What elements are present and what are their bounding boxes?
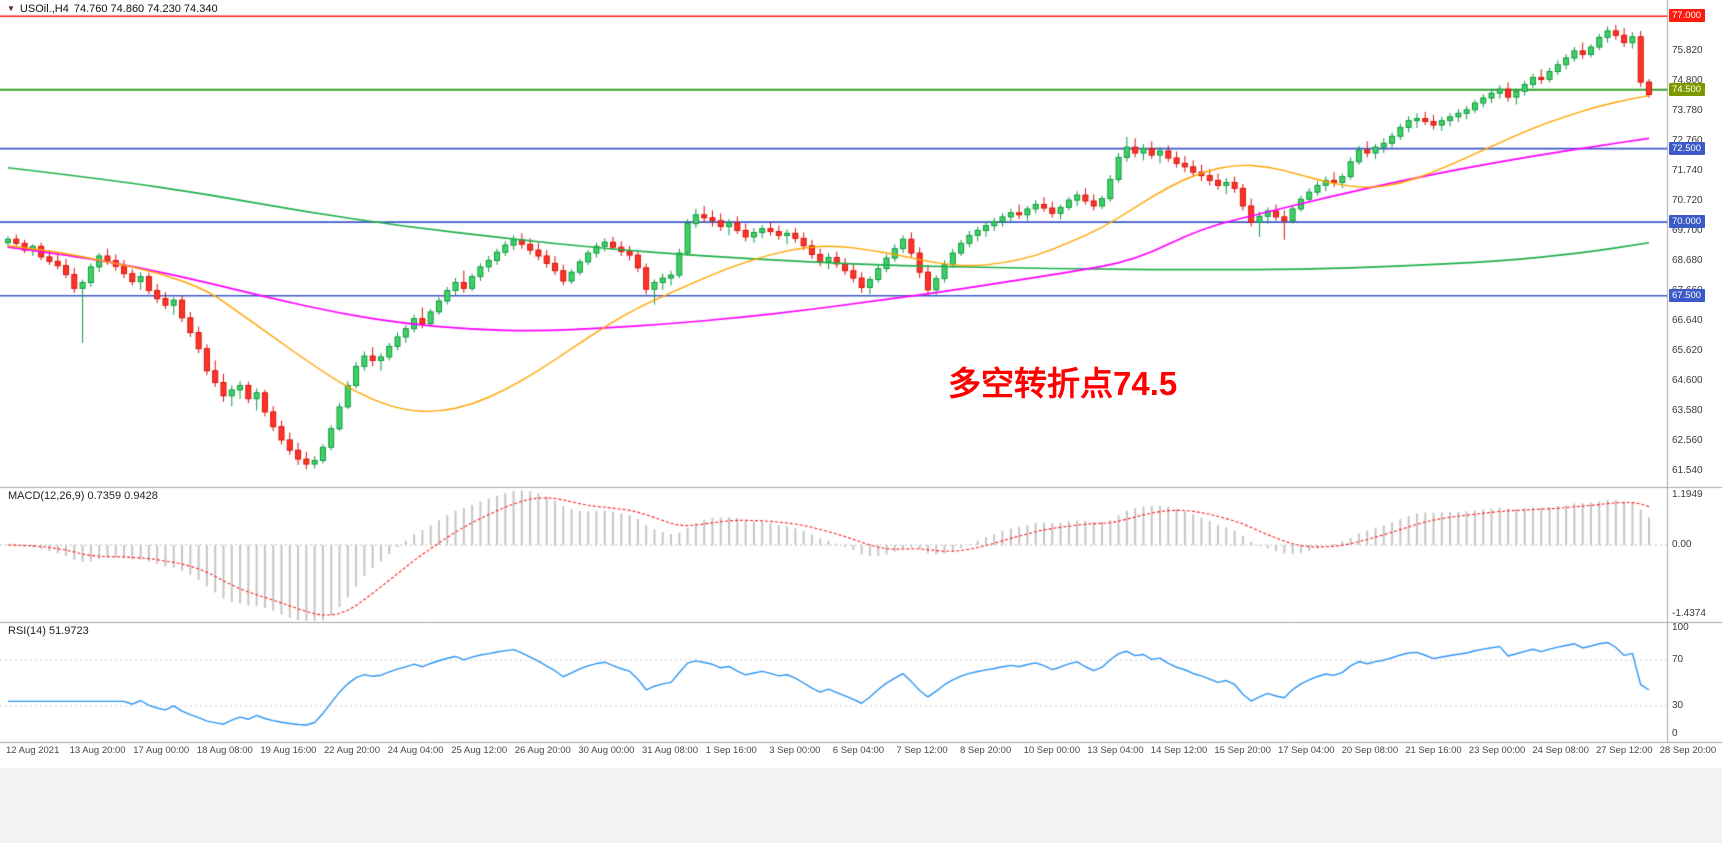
price-tick-label: 75.820 xyxy=(1672,44,1703,56)
time-axis-label: 31 Aug 08:00 xyxy=(642,745,698,756)
annotation-text-object[interactable]: 多空转折点74.5 xyxy=(948,365,1178,402)
price-tick-label: 71.740 xyxy=(1672,164,1703,176)
time-axis-label: 13 Sep 04:00 xyxy=(1087,745,1144,756)
price-tick-label: 69.700 xyxy=(1672,224,1703,236)
ohlc-values: 74.760 74.860 74.230 74.340 xyxy=(73,3,218,15)
time-axis-label: 20 Sep 08:00 xyxy=(1341,745,1399,756)
time-axis-label: 1 Sep 16:00 xyxy=(705,745,757,756)
time-axis-label: 13 Aug 20:00 xyxy=(69,745,126,756)
price-level-badge: 77.000 xyxy=(1669,9,1706,23)
time-axis[interactable]: 12 Aug 2021 13 Aug 20:00 17 Aug 00:00 18 Au… xyxy=(0,745,1722,765)
rsi-axis-label: 100 xyxy=(1672,622,1689,633)
rsi-axis-label: 30 xyxy=(1672,699,1684,711)
time-axis-label: 6 Sep 04:00 xyxy=(832,745,885,756)
price-tick-label: 72.760 xyxy=(1672,134,1703,146)
time-axis-label: 22 Aug 20:00 xyxy=(324,745,380,756)
rsi-axis-label: 0 xyxy=(1672,728,1678,739)
price-level-badge: 67.500 xyxy=(1669,288,1706,302)
macd-label-text: MACD(12,26,9) 0.7359 0.9428 xyxy=(8,490,158,502)
macd-axis[interactable]: 1.1949 0.00 -1.4374 xyxy=(1669,487,1721,622)
time-axis-label: 23 Sep 00:00 xyxy=(1468,745,1526,756)
macd-axis-label: 0.00 xyxy=(1672,539,1692,550)
macd-indicator-label: MACD(12,26,9) 0.7359 0.9428 xyxy=(8,490,158,502)
time-axis-label: 7 Sep 12:00 xyxy=(896,745,948,756)
price-level-badge: 74.500 xyxy=(1669,82,1706,96)
chart-title: ▼ USOil.,H4 74.760 74.860 74.230 74.340 xyxy=(7,3,218,15)
price-axis[interactable]: 75.820 74.800 73.780 72.760 71.740 70.720 69.7… xyxy=(1669,0,1721,487)
macd-axis-label: 1.1949 xyxy=(1672,489,1703,500)
time-axis-label: 28 Sep 20:00 xyxy=(1659,745,1717,756)
price-tick-label: 74.800 xyxy=(1672,74,1703,86)
time-axis-label: 24 Sep 08:00 xyxy=(1532,745,1589,756)
time-axis-label: 26 Aug 20:00 xyxy=(514,745,571,756)
price-tick-label: 65.620 xyxy=(1672,345,1703,357)
time-axis-label: 12 Aug 2021 xyxy=(6,745,60,756)
rsi-axis-label: 70 xyxy=(1672,654,1684,666)
price-level-badge: 72.500 xyxy=(1669,141,1706,155)
time-axis-label: 30 Aug 00:00 xyxy=(578,745,635,756)
time-axis-label: 18 Aug 08:00 xyxy=(196,745,253,756)
macd-axis-label: -1.4374 xyxy=(1672,608,1706,619)
time-axis-label: 24 Aug 04:00 xyxy=(387,745,444,756)
time-axis-label: 3 Sep 00:00 xyxy=(769,745,821,756)
time-axis-label: 19 Aug 16:00 xyxy=(260,745,317,756)
rsi-label-text: RSI(14) 51.9723 xyxy=(8,625,89,637)
price-level-badge: 70.000 xyxy=(1669,215,1706,229)
time-axis-label: 15 Sep 20:00 xyxy=(1214,745,1271,756)
time-axis-label: 17 Sep 04:00 xyxy=(1278,745,1335,756)
price-tick-label: 70.720 xyxy=(1672,194,1703,206)
symbol-period-label: USOil.,H4 xyxy=(19,3,69,15)
price-tick-label: 63.580 xyxy=(1672,405,1703,417)
time-axis-label: 25 Aug 12:00 xyxy=(451,745,508,756)
price-tick-label: 64.600 xyxy=(1672,375,1703,387)
price-tick-label: 73.780 xyxy=(1672,104,1703,116)
time-axis-label: 10 Sep 00:00 xyxy=(1023,745,1081,756)
time-axis-label: 27 Sep 12:00 xyxy=(1596,745,1653,756)
dropdown-triangle-icon[interactable]: ▼ xyxy=(7,4,15,13)
price-tick-label: 62.560 xyxy=(1672,435,1703,447)
rsi-axis[interactable]: 100 70 30 0 xyxy=(1669,622,1721,742)
price-tick-label: 66.640 xyxy=(1672,315,1703,327)
time-axis-label: 8 Sep 20:00 xyxy=(960,745,1012,756)
rsi-indicator-label: RSI(14) 51.9723 xyxy=(8,625,89,637)
time-axis-label: 14 Sep 12:00 xyxy=(1150,745,1208,756)
time-axis-label: 21 Sep 16:00 xyxy=(1405,745,1462,756)
price-tick-label: 68.680 xyxy=(1672,255,1703,266)
price-tick-label: 61.540 xyxy=(1672,465,1703,477)
time-axis-label: 17 Aug 00:00 xyxy=(133,745,190,756)
